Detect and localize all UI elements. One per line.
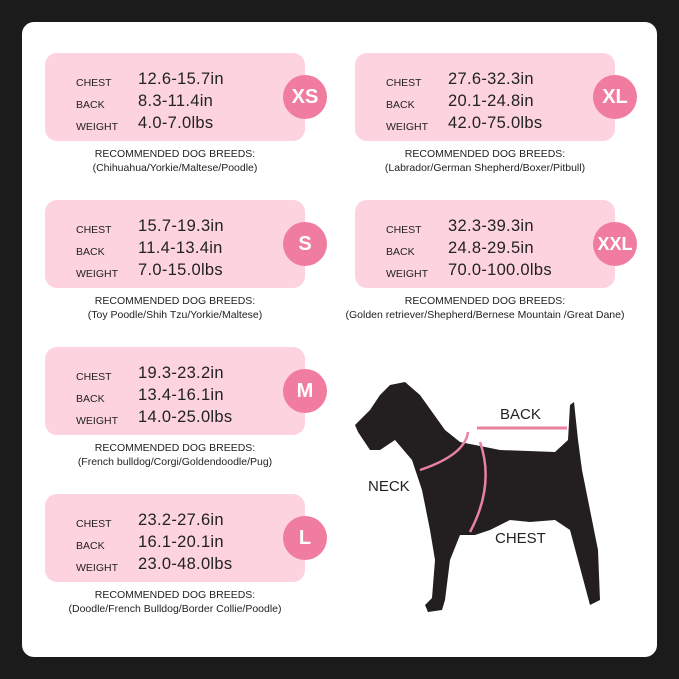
breeds-xs: RECOMMENDED DOG BREEDS: (Chihuahua/Yorki… [15, 147, 335, 175]
weight-label: WEIGHT [386, 268, 428, 280]
back-value: 16.1-20.1in [138, 533, 224, 551]
back-value: 20.1-24.8in [448, 92, 534, 110]
chest-value: 12.6-15.7in [138, 70, 224, 88]
back-label: BACK [386, 246, 415, 258]
chest-label: CHEST [386, 224, 422, 236]
weight-value: 4.0-7.0lbs [138, 114, 214, 132]
breeds-s: RECOMMENDED DOG BREEDS: (Toy Poodle/Shih… [15, 294, 335, 322]
size-card-xxl: CHEST BACK WEIGHT 32.3-39.3in 24.8-29.5i… [355, 200, 615, 288]
chest-value: 32.3-39.3in [448, 217, 534, 235]
chest-measure-line [468, 441, 487, 533]
breeds-heading: RECOMMENDED DOG BREEDS: [404, 295, 566, 307]
size-card-l: CHEST BACK WEIGHT 23.2-27.6in 16.1-20.1i… [45, 494, 305, 582]
size-card-m: CHEST BACK WEIGHT 19.3-23.2in 13.4-16.1i… [45, 347, 305, 435]
weight-value: 70.0-100.0lbs [448, 261, 552, 279]
breeds-heading: RECOMMENDED DOG BREEDS: [94, 295, 256, 307]
breeds-heading: RECOMMENDED DOG BREEDS: [404, 148, 566, 160]
weight-label: WEIGHT [386, 121, 428, 133]
weight-label: WEIGHT [76, 562, 118, 574]
size-card-xl: CHEST BACK WEIGHT 27.6-32.3in 20.1-24.8i… [355, 53, 615, 141]
dog-body [355, 382, 600, 612]
chest-label: CHEST [76, 224, 112, 236]
weight-label: WEIGHT [76, 121, 118, 133]
back-label: BACK [76, 246, 105, 258]
weight-value: 23.0-48.0lbs [138, 555, 233, 573]
breeds-l: RECOMMENDED DOG BREEDS: (Doodle/French B… [15, 588, 335, 616]
breeds-m: RECOMMENDED DOG BREEDS: (French bulldog/… [15, 441, 335, 469]
breeds-list: (Labrador/German Shepherd/Boxer/Pitbull) [384, 162, 586, 174]
size-badge-xl: XL [593, 75, 637, 119]
size-badge-xs: XS [283, 75, 327, 119]
diagram-chest-label: CHEST [495, 530, 546, 547]
chest-value: 23.2-27.6in [138, 511, 224, 529]
weight-value: 42.0-75.0lbs [448, 114, 543, 132]
size-card-s: CHEST BACK WEIGHT 15.7-19.3in 11.4-13.4i… [45, 200, 305, 288]
breeds-xl: RECOMMENDED DOG BREEDS: (Labrador/German… [325, 147, 645, 175]
weight-value: 7.0-15.0lbs [138, 261, 223, 279]
breeds-heading: RECOMMENDED DOG BREEDS: [94, 589, 256, 601]
back-label: BACK [76, 393, 105, 405]
back-value: 24.8-29.5in [448, 239, 534, 257]
weight-value: 14.0-25.0lbs [138, 408, 233, 426]
breeds-list: (Doodle/French Bulldog/Border Collie/Poo… [68, 603, 282, 615]
size-badge-s: S [283, 222, 327, 266]
breeds-list: (Toy Poodle/Shih Tzu/Yorkie/Maltese) [87, 309, 263, 321]
chest-label: CHEST [76, 518, 112, 530]
chest-label: CHEST [76, 371, 112, 383]
breeds-list: (Golden retriever/Shepherd/Bernese Mount… [345, 309, 625, 321]
dog-silhouette [355, 382, 600, 612]
size-badge-xxl: XXL [593, 222, 637, 266]
breeds-list: (Chihuahua/Yorkie/Maltese/Poodle) [92, 162, 258, 174]
breeds-heading: RECOMMENDED DOG BREEDS: [94, 148, 256, 160]
chest-value: 19.3-23.2in [138, 364, 224, 382]
breeds-list: (French bulldog/Corgi/Goldendoodle/Pug) [77, 456, 273, 468]
breeds-xxl: RECOMMENDED DOG BREEDS: (Golden retrieve… [325, 294, 645, 322]
size-badge-l: L [283, 516, 327, 560]
weight-label: WEIGHT [76, 415, 118, 427]
breeds-heading: RECOMMENDED DOG BREEDS: [94, 442, 256, 454]
chest-label: CHEST [386, 77, 422, 89]
chest-value: 27.6-32.3in [448, 70, 534, 88]
size-badge-m: M [283, 369, 327, 413]
back-label: BACK [76, 99, 105, 111]
diagram-back-label: BACK [500, 406, 541, 423]
neck-measure-line [419, 431, 470, 472]
chest-label: CHEST [76, 77, 112, 89]
size-card-xs: CHEST BACK WEIGHT 12.6-15.7in 8.3-11.4in… [45, 53, 305, 141]
back-label: BACK [386, 99, 415, 111]
diagram-neck-label: NECK [368, 478, 410, 495]
chest-value: 15.7-19.3in [138, 217, 224, 235]
back-label: BACK [76, 540, 105, 552]
back-value: 11.4-13.4in [138, 239, 223, 257]
back-value: 13.4-16.1in [138, 386, 224, 404]
back-value: 8.3-11.4in [138, 92, 214, 110]
weight-label: WEIGHT [76, 268, 118, 280]
